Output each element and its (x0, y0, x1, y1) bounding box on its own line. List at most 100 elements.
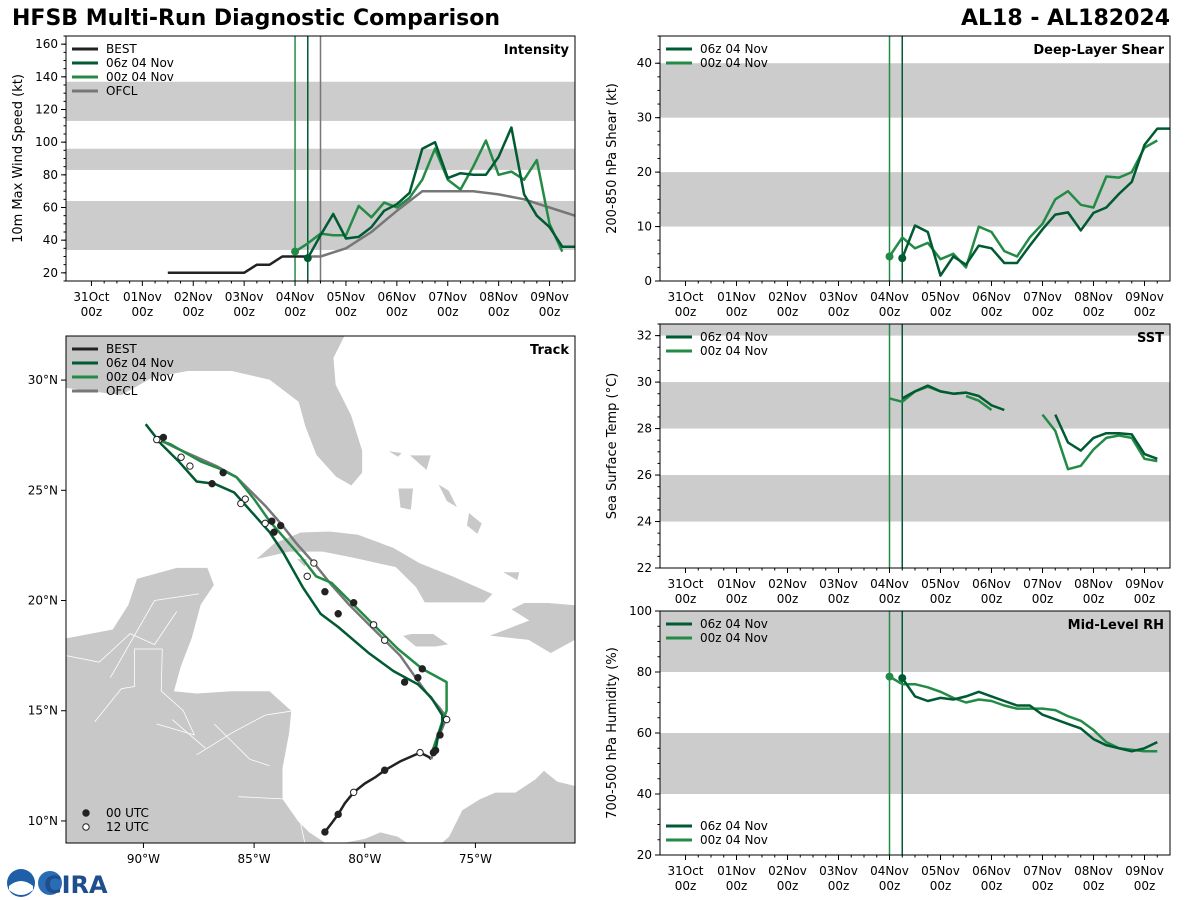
marker-legend-12utc (82, 823, 90, 831)
shear-y-tick-label: 30 (637, 111, 652, 125)
country-border (109, 593, 199, 678)
sst-x-tick-hour: 00z (1083, 592, 1105, 606)
rh-legend-label: 00z 04 Nov (700, 631, 768, 645)
sst-y-tick-label: 26 (637, 468, 652, 482)
rh-y-tick-label: 80 (637, 665, 652, 679)
track-land (66, 336, 575, 843)
shear-x-tick-date: 02Nov (768, 290, 807, 304)
track-marker-00utc (414, 673, 422, 682)
sst-series-line (965, 394, 993, 412)
rh-band (660, 611, 1170, 672)
rh-legend-label: 06z 04 Nov (700, 617, 768, 631)
track-marker-00utc (219, 468, 227, 477)
rh-x-tick-date: 08Nov (1074, 864, 1113, 878)
cuba-land (254, 530, 494, 604)
track-marker-12utc (442, 715, 451, 724)
sst-band (660, 382, 1170, 429)
track-marker-12utc (241, 495, 249, 503)
rh-x-tick-hour: 00z (879, 879, 901, 893)
track-marker-12utc (349, 788, 358, 796)
track-x-tick-label: 80°W (348, 852, 381, 866)
track-line-run00 (156, 438, 448, 754)
track-legend-label: OFCL (106, 384, 138, 398)
intensity-y-tick-label: 80 (43, 168, 58, 182)
track-y-tick-label: 10°N (28, 814, 58, 828)
rh-init-marker (885, 672, 894, 681)
country-border (66, 611, 178, 663)
rh-x-tick-date: 31Oct (667, 864, 703, 878)
rh-x-tick-date: 07Nov (1023, 864, 1062, 878)
intensity-x-tick-date: 31Oct (73, 290, 109, 304)
sst-frame (659, 323, 1171, 569)
sst-x-tick-hour: 00z (675, 592, 697, 606)
rh-x-tick-hour: 00z (1134, 879, 1156, 893)
track-x-tick-label: 75°W (459, 852, 492, 866)
us-gulf-coast-land (66, 336, 363, 487)
rh-lower-legend-label: 00z 04 Nov (700, 833, 768, 847)
hispaniola-land (488, 602, 575, 654)
track-marker-00utc (436, 731, 444, 739)
marker-legend-label: 00 UTC (106, 806, 149, 820)
shear-y-tick-label: 10 (637, 220, 652, 234)
intensity-y-tick-label: 100 (35, 135, 58, 149)
intensity-legend-label: BEST (106, 42, 137, 56)
track-line-run06 (144, 423, 444, 751)
sst-x-tick-date: 08Nov (1074, 577, 1113, 591)
intensity-y-tick-label: 20 (43, 266, 58, 280)
track-panel: 90°W 85°W 80°W 75°W 10°N 15°N 20°N 25°N 30°N 00 U… (28, 335, 576, 866)
sst-x-tick-date: 07Nov (1023, 577, 1062, 591)
intensity-x-tick-date: 06Nov (377, 290, 416, 304)
track-marker-12utc (186, 462, 194, 470)
intensity-legend-label: 06z 04 Nov (106, 56, 174, 70)
sst-x-tick-hour: 00z (828, 592, 850, 606)
shear-x-tick-date: 03Nov (819, 290, 858, 304)
track-marker-00utc (268, 517, 276, 525)
rh-y-axis-label: 700-500 hPa Humidity (%) (605, 647, 620, 819)
rh-x-tick-date: 01Nov (717, 864, 756, 878)
shear-y-axis-label: 200-850 hPa Shear (kt) (605, 83, 620, 234)
rh-y-tick-label: 60 (637, 726, 652, 740)
intensity-series-line (294, 139, 564, 253)
rh-x-tick-hour: 00z (930, 879, 952, 893)
track-marker-00utc (270, 528, 278, 536)
shear-x-tick-hour: 00z (981, 305, 1003, 319)
sst-x-tick-hour: 00z (726, 592, 748, 606)
bahamas-eleuthera-land (436, 482, 459, 509)
intensity-y-tick-label: 140 (35, 70, 58, 84)
track-y-tick-label: 25°N (28, 483, 58, 497)
sst-series-line (901, 384, 1005, 412)
sst-x-tick-date: 03Nov (819, 577, 858, 591)
shear-x-tick-hour: 00z (675, 305, 697, 319)
intensity-x-tick-hour: 00z (539, 305, 561, 319)
intensity-x-tick-date: 01Nov (123, 290, 162, 304)
shear-band (660, 63, 1170, 118)
sst-x-tick-hour: 00z (1032, 592, 1054, 606)
track-marker-00utc (321, 588, 329, 596)
track-marker-12utc (177, 453, 185, 461)
shear-x-tick-hour: 00z (1032, 305, 1054, 319)
track-y-tick-label: 20°N (28, 594, 58, 608)
intensity-x-tick-date: 02Nov (174, 290, 213, 304)
shear-x-tick-date: 05Nov (921, 290, 960, 304)
intensity-y-tick-label: 120 (35, 103, 58, 117)
intensity-legend-label: 00z 04 Nov (106, 70, 174, 84)
sst-x-tick-hour: 00z (777, 592, 799, 606)
sst-title: SST (1137, 331, 1164, 346)
shear-init-marker (898, 254, 907, 263)
intensity-panel: 2040608010012014016031Oct00z01Nov00z02No… (11, 35, 576, 319)
sst-x-tick-date: 05Nov (921, 577, 960, 591)
track-marker-12utc (416, 748, 424, 757)
intensity-init-marker (303, 254, 312, 263)
shear-x-tick-date: 06Nov (972, 290, 1011, 304)
intensity-series-line (167, 255, 308, 275)
sst-x-tick-hour: 00z (981, 592, 1003, 606)
sst-x-tick-hour: 00z (879, 592, 901, 606)
track-marker-00utc (334, 610, 342, 618)
track-y-tick-label: 30°N (28, 373, 58, 387)
intensity-series-line (306, 126, 575, 259)
country-border (214, 723, 270, 767)
page-title: HFSB Multi-Run Diagnostic Comparison (12, 6, 500, 31)
track-marker-00utc (276, 521, 285, 530)
track-legend-label: BEST (106, 342, 137, 356)
